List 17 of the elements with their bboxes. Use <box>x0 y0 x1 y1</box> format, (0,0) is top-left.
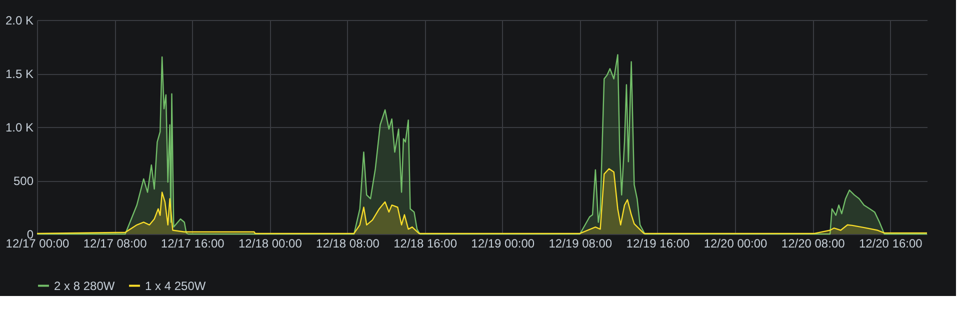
y-tick-label: 500 <box>13 174 34 188</box>
y-tick-label: 1.5 K <box>5 67 34 81</box>
x-tick-label: 12/20 16:00 <box>858 236 923 250</box>
x-tick-label: 12/18 16:00 <box>394 236 458 250</box>
x-tick-label: 12/20 00:00 <box>704 236 768 250</box>
x-tick-label: 12/18 00:00 <box>238 236 302 250</box>
x-tick-label: 12/17 16:00 <box>160 236 225 250</box>
legend-label: 2 x 8 280W <box>54 278 116 293</box>
y-tick-label: 2.0 K <box>5 14 34 28</box>
x-tick-label: 12/17 08:00 <box>83 236 148 250</box>
x-tick-label: 12/19 16:00 <box>626 236 690 250</box>
x-tick-label: 12/19 08:00 <box>548 236 612 250</box>
legend-label: 1 x 4 250W <box>145 278 206 293</box>
x-tick-label: 12/20 08:00 <box>781 236 846 250</box>
y-tick-label: 1.0 K <box>5 120 34 134</box>
x-tick-label: 12/19 00:00 <box>471 236 535 250</box>
x-tick-label: 12/18 08:00 <box>316 236 380 250</box>
